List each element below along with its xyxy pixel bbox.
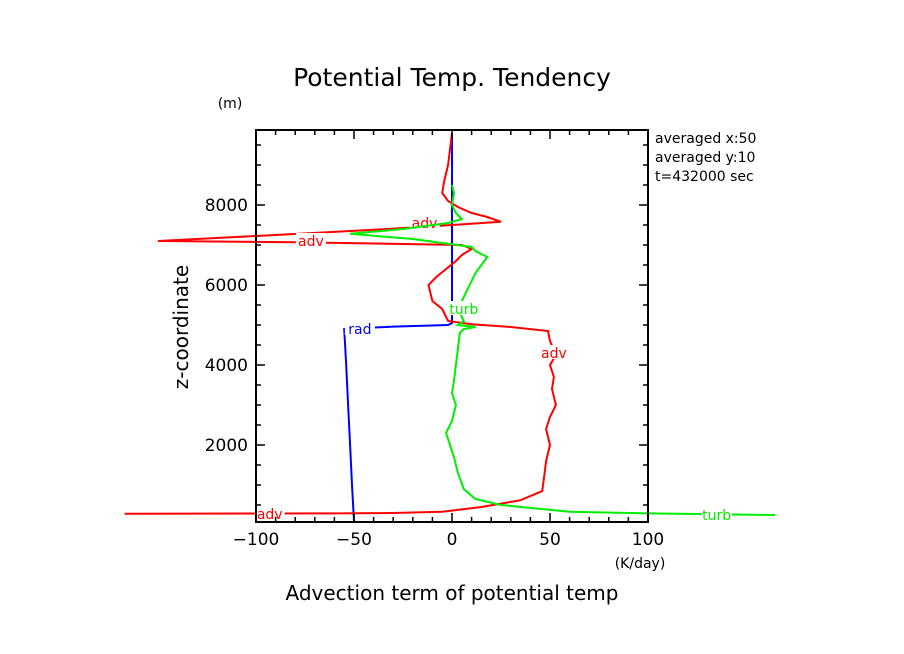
info-line: t=432000 sec <box>655 169 754 185</box>
series-label-adv: adv <box>412 216 438 232</box>
x-tick-label: 0 <box>447 530 458 550</box>
series-label-bg <box>448 301 479 315</box>
x-tick-label: 100 <box>632 530 664 550</box>
series-label-bg <box>701 507 732 521</box>
series-line-adv <box>124 132 558 515</box>
y-tick-label: 4000 <box>205 356 248 376</box>
axes-layer: −100 −50 0 50 100 2000 4000 6000 8000 <box>205 129 664 550</box>
series-label-bg <box>344 321 375 335</box>
series-label-adv: adv <box>298 234 324 250</box>
y-tick-label: 2000 <box>205 436 248 456</box>
series-label-rad: rad <box>348 322 371 338</box>
series-label-adv: adv <box>257 507 283 523</box>
info-text-block: averaged x:50 averaged y:10 t=432000 sec <box>655 131 756 185</box>
x-unit-label: (K/day) <box>615 556 666 572</box>
series-label-turb: turb <box>449 302 478 318</box>
y-axis-label: z-coordinate <box>169 265 193 389</box>
x-tick-label: 50 <box>539 530 561 550</box>
x-tick-label: −100 <box>233 530 280 550</box>
series-label-adv: adv <box>541 346 567 362</box>
info-line: averaged x:50 <box>655 131 756 147</box>
series-line-turb <box>350 184 776 516</box>
series-label-bg <box>254 505 285 520</box>
y-tick-label: 8000 <box>205 196 248 216</box>
y-unit-label: (m) <box>218 96 243 112</box>
series-label-bg <box>295 233 326 247</box>
x-tick-label: −50 <box>336 530 372 550</box>
series-label-turb: turb <box>702 508 731 524</box>
series-label-bg <box>538 345 569 359</box>
y-tick-label: 6000 <box>205 276 248 296</box>
chart-title: Potential Temp. Tendency <box>293 63 611 92</box>
info-line: averaged y:10 <box>655 150 755 166</box>
series-layer: rad adv adv adv adv turb turb <box>124 132 776 524</box>
x-axis-label: Advection term of potential temp <box>286 581 619 605</box>
